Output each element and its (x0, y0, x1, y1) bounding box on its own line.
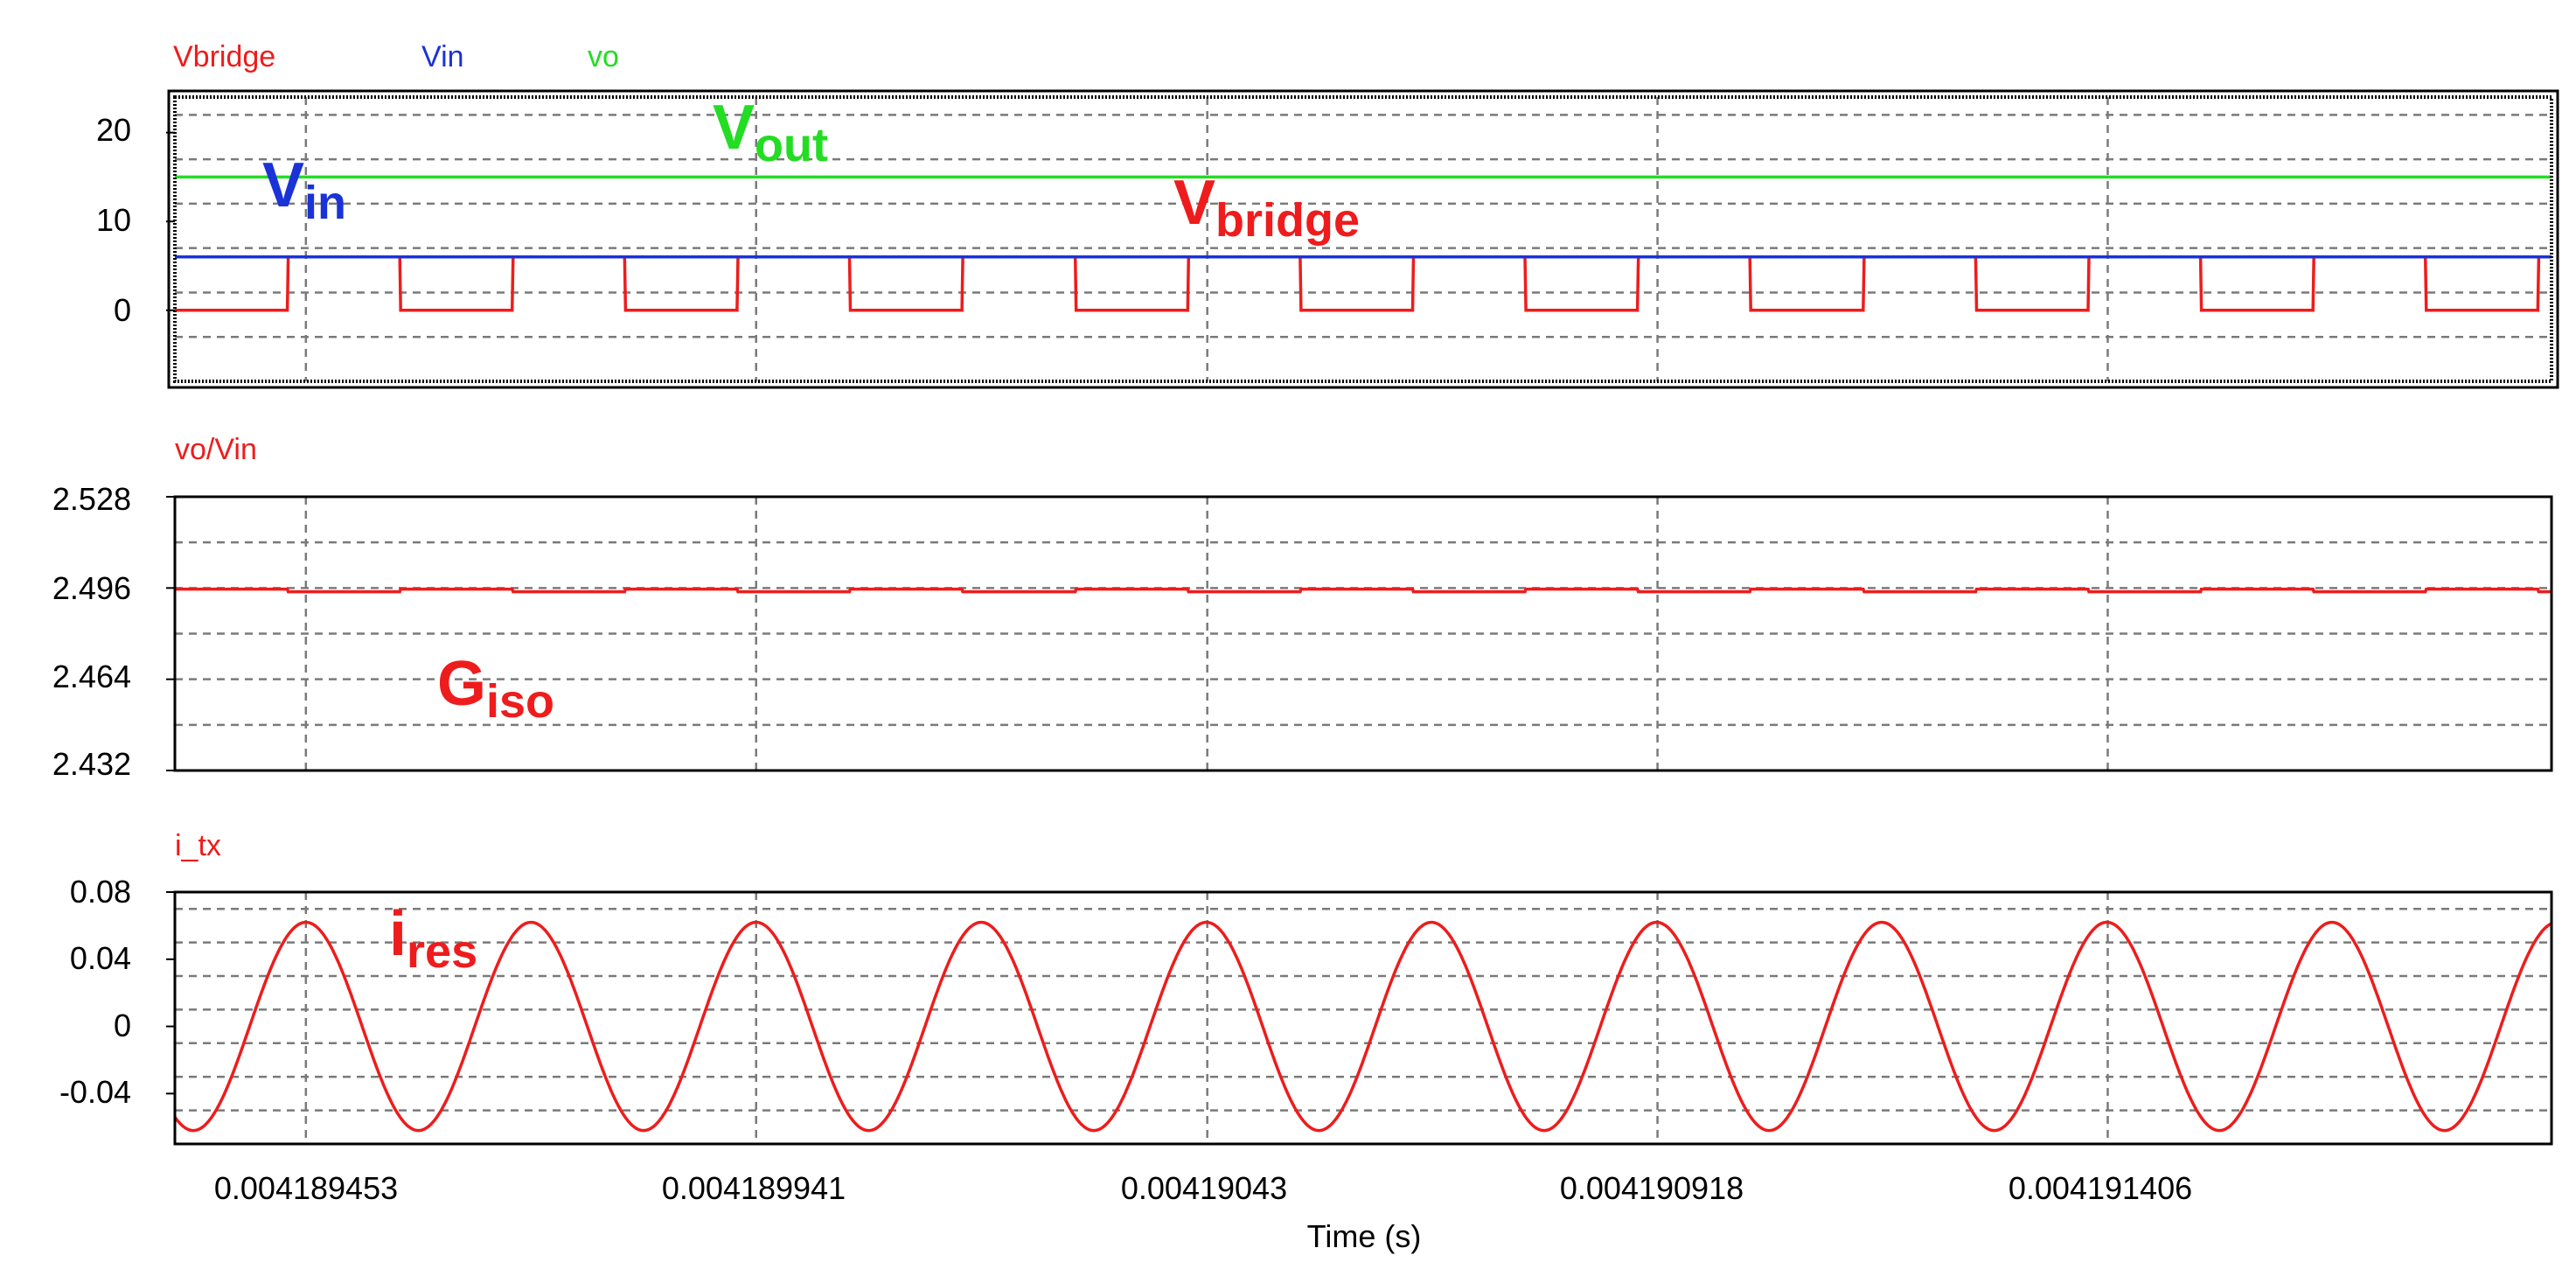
series-vbridge (175, 255, 2552, 312)
series-group-voltages (175, 175, 2552, 312)
x-axis: 0.004189453 0.004189941 0.00419043 0.004… (214, 1170, 2192, 1254)
ytick-label-current-0.08: 0.08 (70, 874, 131, 910)
annotation-ires: ires (389, 899, 477, 978)
xtick-label-3: 0.004190918 (1560, 1170, 1744, 1206)
annotation-vbridge: Vbridge (1173, 168, 1360, 247)
ytick-label-gain-2464: 2.464 (52, 659, 131, 694)
annotation-vin: Vin (262, 150, 346, 229)
ytick-label-gain-2432: 2.432 (52, 746, 131, 782)
series-group-gain (175, 587, 2552, 594)
ytick-label-current-0.04: 0.04 (70, 940, 131, 976)
ytick-label-gain-2528: 2.528 (52, 481, 131, 517)
xtick-label-4: 0.004191406 (2009, 1170, 2192, 1206)
ytick-label-voltages-10: 10 (96, 202, 131, 238)
legend-vin: Vin (421, 40, 464, 73)
legend-vbridge: Vbridge (173, 40, 275, 73)
xtick-label-2: 0.00419043 (1121, 1170, 1287, 1206)
ytick-label-voltages-0: 0 (114, 292, 131, 328)
ytick-label-gain-2496: 2.496 (52, 570, 131, 606)
grid-panel-gain (166, 496, 2552, 771)
legend-vo: vo (588, 40, 619, 73)
plot-frame-current (173, 890, 2553, 1146)
series-vo-vin (175, 587, 2552, 594)
annotation-vout: Vout (713, 93, 828, 171)
x-axis-title: Time (s) (1307, 1218, 1422, 1254)
xtick-label-0: 0.004189453 (214, 1170, 398, 1206)
ytick-label-current-neg0.04: -0.04 (59, 1074, 131, 1110)
plot-frame-gain (173, 495, 2553, 772)
plot-frame-voltages-selected (173, 95, 2553, 383)
grid-panel-current (166, 891, 2552, 1144)
panel-current: i_tx 0.08 0.04 0 -0.04 ires (59, 829, 2553, 1146)
annotation-giso: Giso (437, 649, 554, 728)
xtick-label-1: 0.004189941 (662, 1170, 846, 1206)
legend-i-tx: i_tx (175, 829, 221, 862)
legend-vo-vin: vo/Vin (175, 433, 257, 466)
grid-panel-voltages (166, 97, 2552, 381)
plot-frame-voltages (167, 89, 2559, 389)
panel-voltages: Vbridge Vin vo 20 10 0 Vout Vin Vbridge (96, 40, 2559, 389)
series-group-current (173, 920, 2552, 1133)
ytick-label-voltages-20: 20 (96, 112, 131, 148)
ytick-label-current-0: 0 (114, 1008, 131, 1043)
panel-gain: vo/Vin 2.528 2.496 2.464 2.432 Giso (52, 433, 2553, 782)
series-i-tx (173, 920, 2552, 1133)
